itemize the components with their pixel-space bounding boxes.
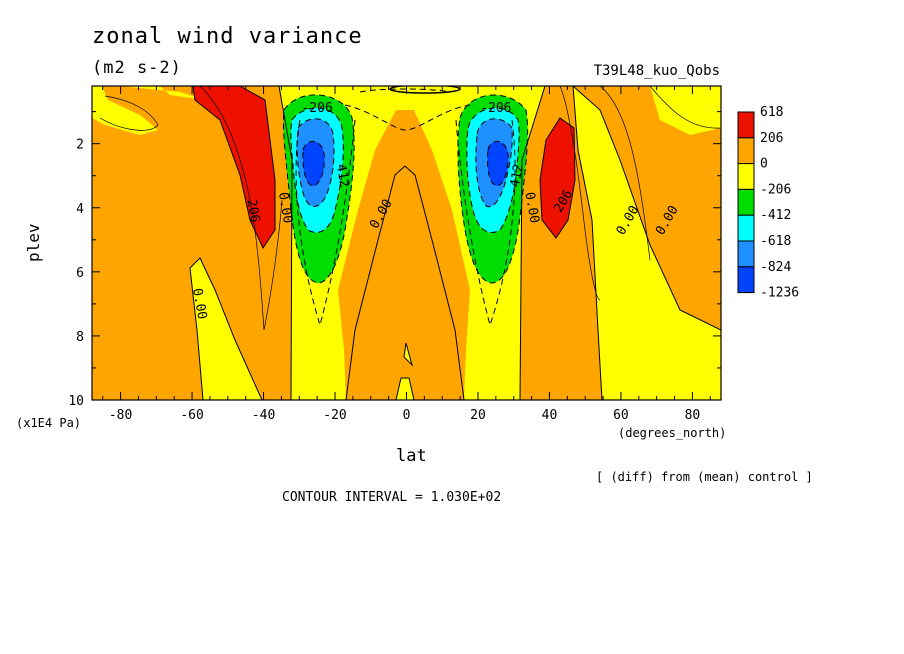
- contour-dashed-sh-cyan: [290, 107, 344, 233]
- contour-red-sh-jet: [192, 86, 276, 250]
- contour-label: 206: [243, 198, 262, 224]
- legend-label: -206: [760, 182, 791, 197]
- contour-lines: [99, 86, 721, 400]
- sh-negative-core: [283, 94, 355, 283]
- contour-dashed-outer-sh: [295, 119, 356, 327]
- contour-label: 0.00: [189, 287, 209, 320]
- x-tick-label: -40: [252, 408, 275, 423]
- x-tick-label: 0: [403, 408, 411, 423]
- contour-label: 412: [333, 163, 352, 189]
- chart-title: zonal wind variance: [92, 24, 363, 49]
- field-red-nh-jet: [540, 118, 575, 238]
- color-legend: 618 206 0 -206 -412 -618 -824 -1236: [737, 105, 799, 301]
- contour-dashed-outer-nh: [455, 119, 516, 327]
- contour-thin-sh-jet: [199, 86, 283, 331]
- legend-swatch: [737, 266, 755, 294]
- contour-thin-nh-top: [649, 86, 721, 129]
- legend-label: -1236: [760, 286, 799, 301]
- contour-zero-sh-polar: [189, 257, 263, 400]
- contour-dashed-sh-lightblue: [296, 118, 335, 207]
- y-tick-label: 6: [76, 266, 84, 281]
- contour-label: -206: [480, 101, 511, 116]
- contour-label: 0.00: [521, 191, 541, 224]
- chart-units: (m2 s-2): [92, 58, 182, 78]
- run-label: T39L48_kuo_Qobs: [593, 63, 720, 79]
- contour-zero-tropics: [278, 86, 546, 400]
- x-tick-label: -60: [180, 408, 203, 423]
- legend-label: -412: [760, 208, 791, 223]
- y-axis-unit: (x1E4 Pa): [16, 416, 82, 430]
- contour-label: -206: [301, 101, 332, 116]
- x-tick-label: 60: [613, 408, 629, 423]
- y-axis: 2 4 6 8 10: [68, 111, 721, 409]
- nh-negative-core: [457, 95, 528, 283]
- contour-zero-nh-polar: [572, 86, 721, 400]
- x-axis: -80 -60 -40 -20 0 20 40 60 80: [102, 86, 711, 423]
- contour-dashed-top: [359, 88, 451, 93]
- x-axis-label: lat: [396, 446, 427, 466]
- legend-swatch: [737, 111, 755, 139]
- x-tick-label: 80: [685, 408, 701, 423]
- contour-interval: CONTOUR INTERVAL = 1.030E+02: [282, 490, 502, 505]
- field-yellow-nh-polar: [573, 86, 721, 400]
- contour-red-nh-jet: [539, 117, 576, 239]
- legend-swatch: [737, 214, 755, 242]
- contour-dashed-nh-lightblue: [475, 118, 513, 208]
- y-tick-label: 10: [68, 394, 84, 409]
- x-tick-label: -80: [109, 408, 132, 423]
- contour-label: 412: [508, 163, 527, 189]
- field-orange-equatorial: [346, 166, 464, 400]
- field-blue-nh-core: [487, 141, 509, 186]
- field-yellow-equatorial-notch: [396, 378, 414, 400]
- legend-label: -618: [760, 234, 791, 249]
- legend-swatch: [737, 163, 755, 190]
- legend-label: 618: [760, 105, 783, 120]
- contour-thin-sh-edge: [99, 95, 159, 131]
- legend-swatch: [737, 240, 755, 268]
- legend-label: 0: [760, 157, 768, 172]
- x-tick-label: -20: [323, 408, 346, 423]
- field-yellow-sh-polar: [190, 258, 262, 400]
- x-tick-label: 40: [542, 408, 558, 423]
- contour-dashed-tropopause: [344, 104, 471, 131]
- contour-lines-dashed: [282, 88, 529, 327]
- field-blue-sh-core: [302, 141, 325, 186]
- y-tick-label: 4: [76, 202, 84, 217]
- contour-label: 0.00: [275, 191, 295, 224]
- contour-dashed-nh-blue: [487, 141, 509, 187]
- legend-label: 206: [760, 131, 783, 146]
- contour-dashed-nh-green: [457, 94, 529, 284]
- contour-thin-nh-jet: [559, 86, 651, 301]
- legend-swatch: [737, 137, 755, 165]
- legend-label: -824: [760, 260, 791, 275]
- field-yellow-sh-top: [120, 86, 205, 100]
- diff-note: [ (diff) from (mean) control ]: [596, 470, 813, 484]
- contour-dashed-nh-cyan: [466, 107, 520, 233]
- contour-equatorial-notch: [395, 342, 415, 400]
- x-axis-unit: (degrees_north): [618, 426, 727, 440]
- contour-dashed-sh-blue: [302, 141, 325, 187]
- x-tick-label: 20: [470, 408, 486, 423]
- y-tick-label: 2: [76, 138, 84, 153]
- field-yellow-nh-top: [650, 86, 721, 135]
- legend-swatch: [737, 188, 755, 216]
- field-red-sh-jet: [193, 86, 275, 248]
- y-tick-label: 8: [76, 330, 84, 345]
